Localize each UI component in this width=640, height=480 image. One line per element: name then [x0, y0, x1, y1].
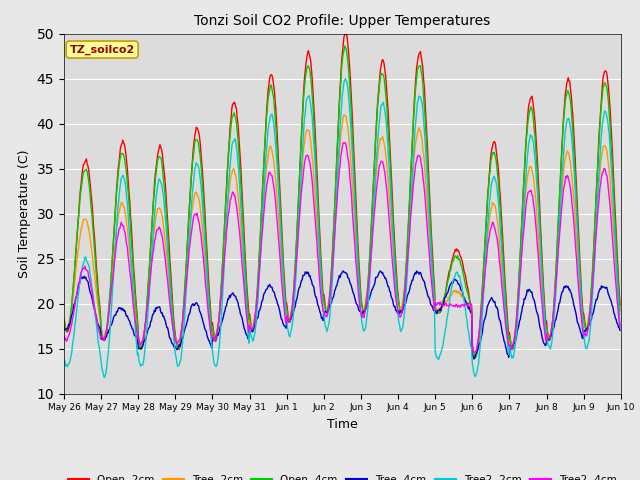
Tree -4cm	[410, 272, 418, 277]
Tree -4cm	[60, 325, 68, 331]
Open -2cm	[60, 317, 68, 323]
Line: Tree2 -2cm: Tree2 -2cm	[64, 79, 620, 377]
Tree -2cm	[340, 112, 348, 118]
Tree2 -4cm	[470, 349, 477, 355]
Tree2 -2cm	[214, 357, 221, 362]
Tree2 -4cm	[339, 140, 347, 145]
Open -2cm	[213, 332, 221, 338]
Tree -2cm	[427, 250, 435, 256]
Y-axis label: Soil Temperature (C): Soil Temperature (C)	[18, 149, 31, 278]
Open -2cm	[342, 29, 349, 35]
Title: Tonzi Soil CO2 Profile: Upper Temperatures: Tonzi Soil CO2 Profile: Upper Temperatur…	[195, 14, 490, 28]
Tree2 -2cm	[128, 273, 136, 279]
Line: Tree2 -4cm: Tree2 -4cm	[64, 143, 620, 352]
Line: Open -2cm: Open -2cm	[64, 32, 620, 358]
Tree -4cm	[184, 317, 191, 323]
Open -4cm	[410, 106, 418, 111]
X-axis label: Time: Time	[327, 418, 358, 431]
Tree2 -4cm	[127, 281, 135, 287]
Tree2 -4cm	[427, 269, 435, 275]
Open -2cm	[184, 237, 191, 242]
Open -2cm	[616, 302, 624, 308]
Open -2cm	[410, 98, 418, 104]
Legend: Open -2cm, Tree -2cm, Open -4cm, Tree -4cm, Tree2 -2cm, Tree2 -4cm: Open -2cm, Tree -2cm, Open -4cm, Tree -4…	[63, 471, 621, 480]
Open -4cm	[341, 43, 349, 49]
Tree2 -2cm	[616, 323, 624, 328]
Tree2 -4cm	[616, 324, 624, 330]
Tree -2cm	[70, 284, 78, 290]
Tree -4cm	[70, 301, 78, 307]
Tree2 -4cm	[70, 308, 78, 313]
Tree -4cm	[339, 268, 347, 274]
Open -2cm	[427, 211, 435, 217]
Open -4cm	[184, 233, 191, 239]
Line: Open -4cm: Open -4cm	[64, 46, 620, 358]
Tree -2cm	[616, 311, 624, 317]
Open -4cm	[213, 329, 221, 335]
Tree -4cm	[470, 356, 477, 362]
Open -4cm	[70, 274, 78, 280]
Tree -2cm	[60, 321, 68, 326]
Tree2 -2cm	[342, 76, 349, 82]
Open -4cm	[127, 237, 135, 243]
Open -2cm	[127, 223, 135, 229]
Tree -4cm	[427, 301, 435, 307]
Open -2cm	[70, 274, 78, 279]
Tree -4cm	[127, 323, 135, 328]
Tree2 -2cm	[100, 374, 108, 380]
Line: Tree -4cm: Tree -4cm	[64, 271, 620, 359]
Open -4cm	[60, 319, 68, 325]
Tree2 -2cm	[185, 249, 193, 255]
Open -4cm	[616, 308, 624, 313]
Tree2 -4cm	[410, 173, 418, 179]
Tree2 -4cm	[184, 264, 191, 270]
Tree -2cm	[127, 266, 135, 272]
Line: Tree -2cm: Tree -2cm	[64, 115, 620, 354]
Tree2 -2cm	[60, 358, 68, 363]
Text: TZ_soilco2: TZ_soilco2	[70, 44, 135, 55]
Tree2 -4cm	[60, 333, 68, 339]
Tree2 -2cm	[70, 332, 78, 337]
Tree2 -4cm	[213, 329, 221, 335]
Open -2cm	[471, 355, 479, 361]
Tree -4cm	[213, 332, 221, 337]
Tree -2cm	[470, 351, 477, 357]
Tree -2cm	[213, 326, 221, 332]
Open -4cm	[472, 355, 479, 360]
Tree -2cm	[410, 152, 418, 157]
Open -4cm	[427, 224, 435, 230]
Tree2 -2cm	[428, 254, 435, 260]
Tree -4cm	[616, 327, 624, 333]
Tree2 -2cm	[412, 126, 419, 132]
Tree -2cm	[184, 255, 191, 261]
